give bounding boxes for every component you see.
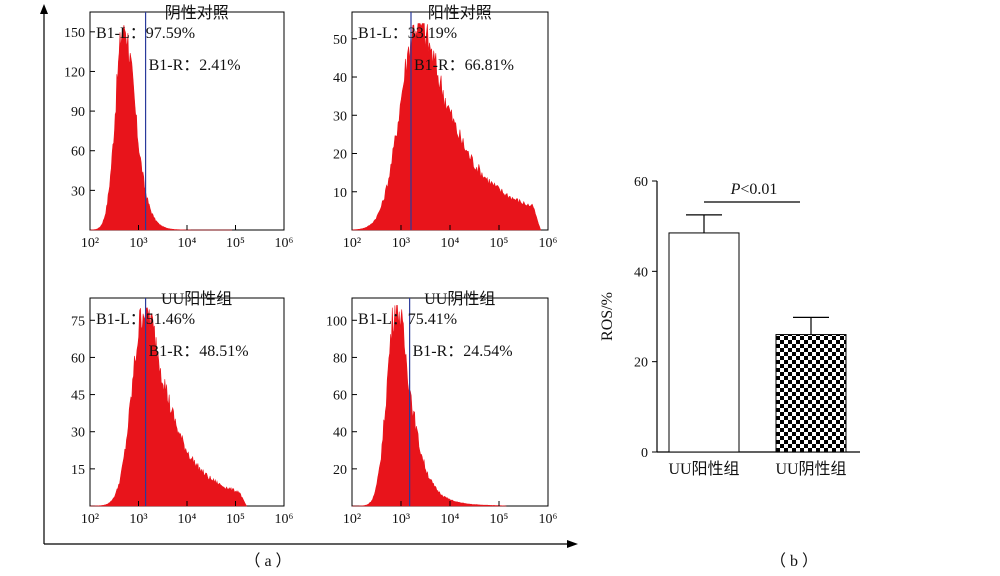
x-tick-label: 10⁴ <box>441 512 460 527</box>
y-tick-label: 100 <box>326 314 347 329</box>
y-tick-label: 150 <box>64 26 85 41</box>
y-tick-label: 40 <box>634 265 648 280</box>
y-tick-label: 20 <box>333 463 347 478</box>
y-tick-label: 50 <box>333 33 347 48</box>
panel-a-right-arrow <box>567 540 578 548</box>
annotation-b1-l: B1-L：97.59% <box>96 25 195 42</box>
x-tick-label: 10⁵ <box>490 512 509 527</box>
category-label: UU阴性组 <box>775 460 846 478</box>
bar <box>668 232 740 453</box>
x-tick-label: 10² <box>81 236 99 251</box>
histogram-panel-positive-control: 10 20 30 40 50 10² 10³ 10⁴ 10⁵ 10⁶ 阳性对照 B1-L：33.19%… <box>333 4 558 251</box>
significance-label: P<0.01 <box>730 181 778 198</box>
x-tick-label: 10⁵ <box>226 236 245 251</box>
caption-a: （ a ） <box>244 552 291 570</box>
panel-title: 阴性对照 <box>165 4 229 22</box>
y-tick-label: 60 <box>333 389 347 404</box>
y-tick-label: 75 <box>71 314 85 329</box>
x-tick-label: 10⁴ <box>178 512 197 527</box>
histogram-panel-uu-positive: 15 30 45 60 75 10² 10³ 10⁴ 10⁵ 10⁶ UU阳性组 B1-L：51.46… <box>71 290 294 527</box>
y-tick-label: 40 <box>333 71 347 86</box>
annotation-b1-r: B1-R：24.54% <box>413 343 513 360</box>
x-tick-label: 10⁴ <box>178 236 197 251</box>
x-tick-label: 10⁶ <box>539 236 558 251</box>
y-axis-label: ROS/% <box>599 292 616 341</box>
y-tick-label: 20 <box>333 148 347 163</box>
panel-title: UU阴性组 <box>424 290 495 308</box>
y-tick-label: 60 <box>71 351 85 366</box>
histogram-area <box>351 23 542 231</box>
y-tick-label: 30 <box>333 109 347 124</box>
y-tick-label: 0 <box>641 446 648 461</box>
y-tick-label: 30 <box>71 426 85 441</box>
x-tick-label: 10⁵ <box>490 236 509 251</box>
panel-title: 阳性对照 <box>428 4 492 22</box>
annotation-b1-l: B1-L：51.46% <box>96 311 195 328</box>
x-tick-label: 10³ <box>392 236 410 251</box>
histogram-panel-uu-negative: 20 40 60 80 100 10² 10³ 10⁴ 10⁵ 10⁶ UU阴性组 B1-L：75.4… <box>326 290 558 527</box>
y-tick-label: 120 <box>64 65 85 80</box>
x-tick-label: 10⁵ <box>226 512 245 527</box>
x-tick-label: 10² <box>81 512 99 527</box>
x-tick-label: 10⁴ <box>441 236 460 251</box>
y-tick-label: 40 <box>333 426 347 441</box>
x-tick-label: 10³ <box>392 512 410 527</box>
caption-b: （ b ） <box>770 552 818 570</box>
y-tick-label: 20 <box>634 356 648 371</box>
y-tick-label: 90 <box>71 105 85 120</box>
annotation-b1-r: B1-R：48.51% <box>149 343 249 360</box>
panel-title: UU阳性组 <box>161 290 232 308</box>
y-tick-label: 45 <box>71 389 85 404</box>
histogram-panel-negative-control: 30 60 90 120 150 10² 10³ 10⁴ 10⁵ 10⁶ 阴性对照 B1-L：97.5… <box>64 4 294 251</box>
annotation-b1-r: B1-R：66.81% <box>414 57 514 74</box>
histogram-area <box>352 305 507 507</box>
bar-chart-ros: 0 20 40 60 ROS/% UU阳性组 UU阴性组 P<0.01 <box>599 175 860 478</box>
x-tick-label: 10³ <box>129 236 147 251</box>
y-tick-label: 60 <box>634 175 648 190</box>
x-tick-label: 10² <box>343 512 361 527</box>
x-tick-label: 10³ <box>129 512 147 527</box>
annotation-b1-l: B1-L：33.19% <box>358 25 457 42</box>
x-tick-label: 10² <box>343 236 361 251</box>
x-tick-label: 10⁶ <box>275 512 294 527</box>
y-tick-label: 15 <box>71 463 85 478</box>
panel-a-top-arrow <box>40 4 48 14</box>
bar <box>775 334 847 453</box>
category-label: UU阳性组 <box>668 460 739 478</box>
histogram-area <box>89 25 232 231</box>
y-tick-label: 10 <box>333 186 347 201</box>
y-tick-label: 60 <box>71 145 85 160</box>
y-tick-label: 80 <box>333 351 347 366</box>
annotation-b1-r: B1-R：2.41% <box>149 57 241 74</box>
x-tick-label: 10⁶ <box>275 236 294 251</box>
annotation-b1-l: B1-L：75.41% <box>358 311 457 328</box>
histogram-area <box>90 307 248 507</box>
x-tick-label: 10⁶ <box>539 512 558 527</box>
y-tick-label: 30 <box>71 184 85 199</box>
